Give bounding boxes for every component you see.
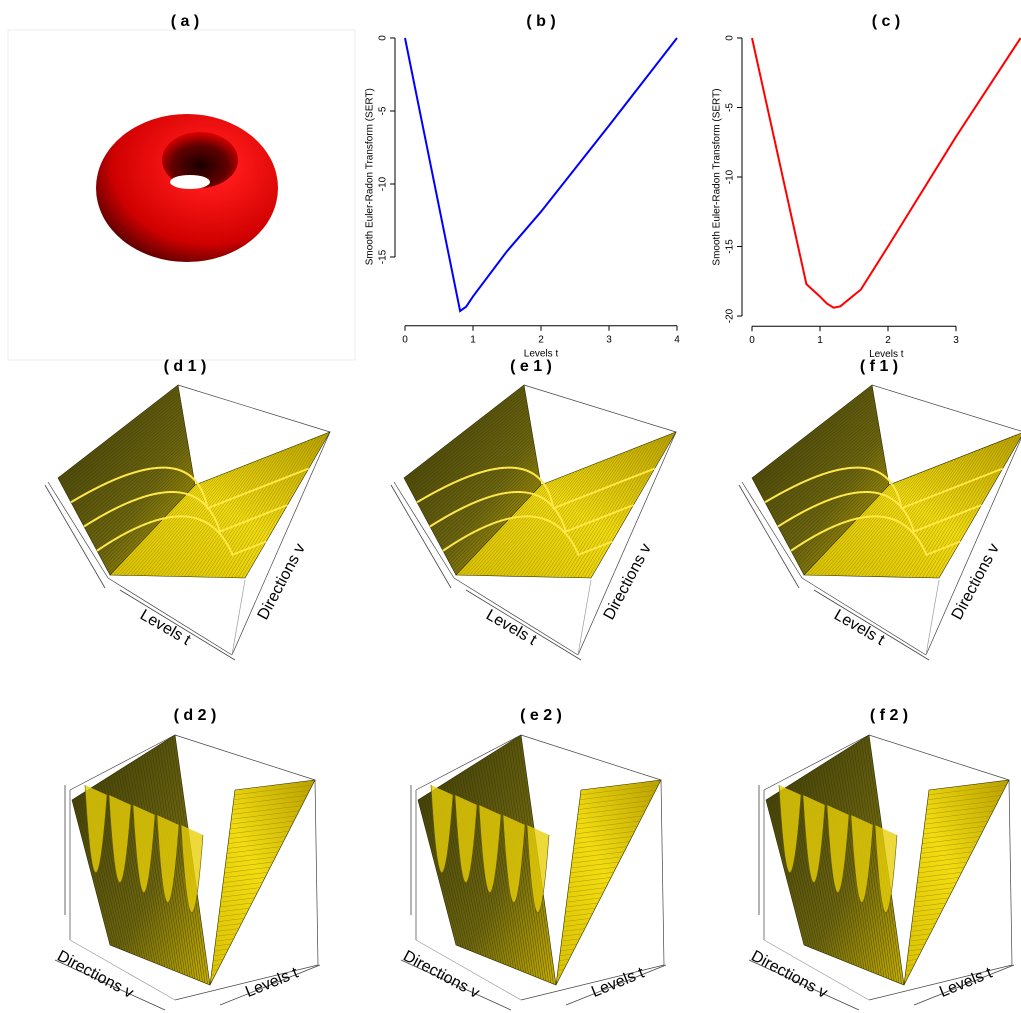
axis-label: Directions v bbox=[748, 948, 830, 1002]
surface-plot: ( e 1 ) Levels t Directions v bbox=[391, 358, 676, 660]
y-tick-label: -20 bbox=[725, 308, 736, 323]
surface-plot: ( d 1 ) Levels t Directions v bbox=[45, 358, 330, 660]
frame-line bbox=[232, 580, 245, 655]
x-tick-label: 2 bbox=[885, 335, 891, 346]
y-tick-label: 0 bbox=[378, 35, 389, 41]
surface-plot: ( f 2 ) Directions v Levels t bbox=[748, 707, 1014, 1010]
x-tick-label: 2 bbox=[538, 334, 544, 345]
y-tick-label: -15 bbox=[725, 239, 736, 254]
y-tick-label: 0 bbox=[725, 35, 736, 41]
axis-label: Directions v bbox=[949, 541, 1003, 623]
surface-plot: ( e 2 ) Directions v Levels t bbox=[400, 707, 666, 1010]
x-tick-label: 0 bbox=[749, 335, 755, 346]
axis-label: Levels t bbox=[483, 607, 540, 650]
x-tick-label: 1 bbox=[817, 335, 823, 346]
frame-line bbox=[872, 385, 1021, 432]
axis-label: Directions v bbox=[255, 541, 309, 623]
panel-title: ( f 2 ) bbox=[870, 707, 908, 724]
x-tick-label: 3 bbox=[953, 335, 959, 346]
line bbox=[752, 38, 1021, 308]
panel-title: ( f 1 ) bbox=[860, 358, 898, 375]
frame-line bbox=[661, 780, 664, 965]
y-tick-label: -10 bbox=[725, 169, 736, 184]
frame-line bbox=[869, 735, 1009, 780]
figure: ( a ) ( b ) 0 -5 -10 -15 0 1 2 3 4 Levels t Smooth … bbox=[0, 0, 1021, 1013]
page: {"figure": { "panel_a": {"title": "( a )… bbox=[0, 0, 1021, 1013]
y-axis-label: Smooth Euler-Radon Transform (SERT) bbox=[365, 88, 376, 265]
x-tick-label: 0 bbox=[402, 334, 408, 345]
frame-line bbox=[315, 780, 318, 965]
axis-label: Directions v bbox=[601, 541, 655, 623]
surface-plot: ( f 1 ) Levels t Directions v bbox=[739, 358, 1021, 660]
axis-label: Levels t bbox=[589, 964, 647, 1001]
y-tick-label: -5 bbox=[378, 106, 389, 115]
y-axis-label: Smooth Euler-Radon Transform (SERT) bbox=[712, 88, 723, 265]
axis-label: Directions v bbox=[400, 948, 482, 1002]
frame-line bbox=[521, 735, 661, 780]
frame-line bbox=[175, 735, 315, 780]
chart-title: ( c ) bbox=[872, 13, 900, 30]
x-tick-label: 4 bbox=[674, 334, 680, 345]
y-tick-label: -15 bbox=[378, 249, 389, 264]
panel-title: ( d 2 ) bbox=[174, 707, 217, 724]
y-tick-label: -5 bbox=[725, 103, 736, 112]
axis-label: Levels t bbox=[937, 964, 995, 1001]
torus bbox=[96, 114, 278, 262]
frame-line bbox=[108, 578, 232, 655]
frame-line bbox=[524, 385, 676, 432]
panel-title: ( e 2 ) bbox=[520, 707, 562, 724]
axis-label: Levels t bbox=[831, 607, 888, 650]
axis-label: Levels t bbox=[243, 964, 301, 1001]
surface-plot: ( d 2 ) Directions v Levels t bbox=[54, 707, 320, 1010]
y-tick-label: -10 bbox=[378, 176, 389, 191]
frame-line bbox=[1009, 780, 1012, 965]
axis-label: Directions v bbox=[54, 948, 136, 1002]
x-tick-label: 1 bbox=[470, 334, 476, 345]
axis-label: Levels t bbox=[137, 607, 194, 650]
frame-line bbox=[578, 580, 591, 655]
frame-line bbox=[454, 578, 578, 655]
line bbox=[405, 38, 677, 311]
panel-title: ( e 1 ) bbox=[510, 358, 552, 375]
panel-title: ( d 1 ) bbox=[164, 358, 207, 375]
chart-title: ( b ) bbox=[526, 13, 555, 30]
frame-line bbox=[926, 580, 939, 655]
frame-line bbox=[178, 385, 330, 432]
x-tick-label: 3 bbox=[606, 334, 612, 345]
frame-line bbox=[802, 578, 926, 655]
panel-title: ( a ) bbox=[171, 13, 199, 30]
